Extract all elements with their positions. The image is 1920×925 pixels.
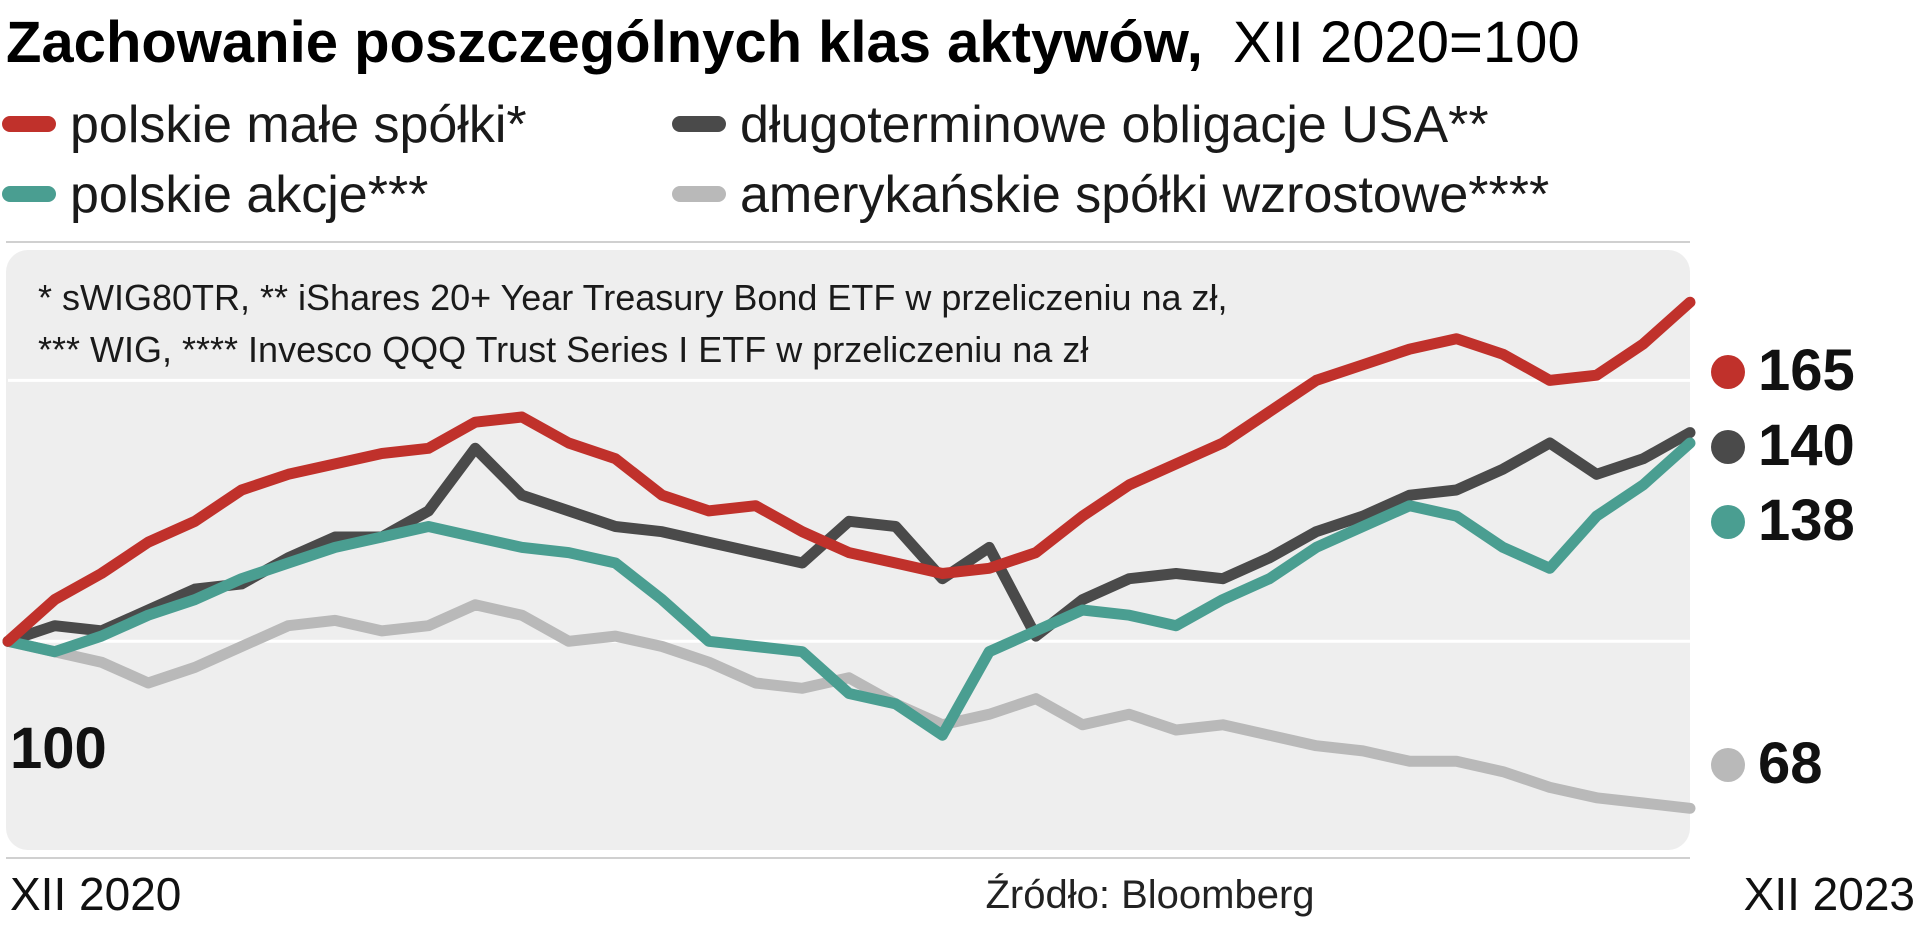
legend: polskie małe spółki* długoterminowe oblig… [2,96,1549,224]
series-line-0 [2,296,1696,647]
chart-title-main: Zachowanie poszczególnych klas aktywów, [6,10,1203,75]
legend-label-0: polskie małe spółki* [70,96,527,154]
series-lines [2,296,1696,814]
end-dot-3 [1711,748,1745,782]
end-dot-1 [1711,430,1745,464]
end-label-1: 140 [1758,413,1855,478]
end-label-0: 165 [1758,338,1855,403]
source-note: Źródło: Bloomberg [985,872,1314,917]
chart-title-sub: XII 2020=100 [1233,10,1580,75]
legend-label-2: polskie akcje*** [70,166,428,224]
series-line-2 [2,437,1696,741]
legend-label-3: amerykańskie spółki wzrostowe**** [740,166,1549,224]
x-end-label: XII 2023 [1744,868,1915,920]
footnote-line-1: * sWIG80TR, ** iShares 20+ Year Treasury… [38,277,1228,318]
chart-title: Zachowanie poszczególnych klas aktywów, … [6,10,1580,75]
x-start-label: XII 2020 [10,868,181,920]
gridlines [8,378,1690,643]
baseline-label: 100 [10,716,107,781]
end-label-3: 68 [1758,731,1823,796]
end-labels: 165 140 138 68 [1711,338,1855,796]
footnote-line-2: *** WIG, **** Invesco QQQ Trust Series I… [38,329,1088,370]
end-label-2: 138 [1758,488,1855,553]
series-line-3 [2,599,1696,814]
end-dot-0 [1711,355,1745,389]
end-dot-2 [1711,505,1745,539]
legend-label-1: długoterminowe obligacje USA** [740,96,1489,154]
